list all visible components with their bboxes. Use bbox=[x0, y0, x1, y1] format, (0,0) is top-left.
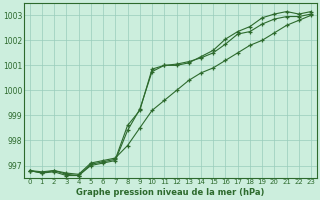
X-axis label: Graphe pression niveau de la mer (hPa): Graphe pression niveau de la mer (hPa) bbox=[76, 188, 265, 197]
